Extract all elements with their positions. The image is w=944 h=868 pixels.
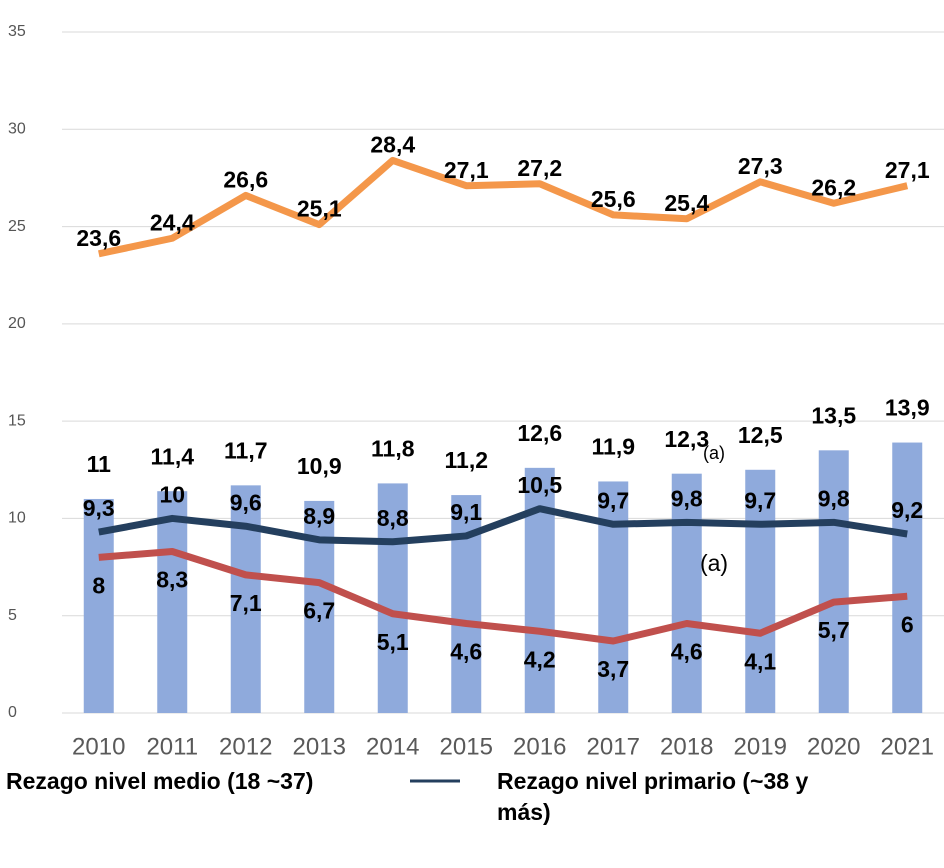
bar xyxy=(451,495,482,713)
data-label: 23,6 xyxy=(76,225,121,251)
data-label: 11 xyxy=(87,451,112,477)
y-tick-label: 30 xyxy=(8,121,26,138)
data-label: 5,1 xyxy=(377,629,409,655)
data-label: 24,4 xyxy=(150,209,195,235)
bar xyxy=(818,450,849,713)
y-tick-label: 35 xyxy=(8,23,26,40)
data-label: 5,7 xyxy=(818,617,850,643)
data-label: 9,8 xyxy=(818,485,850,511)
line xyxy=(98,505,908,546)
data-label: 9,8 xyxy=(671,485,703,511)
x-tick-label: 2018 xyxy=(660,733,713,760)
data-label: 11,7 xyxy=(224,437,268,463)
data-label: 8,8 xyxy=(377,505,409,531)
data-label: 25,1 xyxy=(297,196,342,222)
data-label: 25,4 xyxy=(664,190,709,216)
y-tick-label: 0 xyxy=(8,704,17,721)
x-tick-label: 2010 xyxy=(72,733,125,760)
data-label: 9,3 xyxy=(83,495,115,521)
data-label: 9,6 xyxy=(230,489,262,515)
data-label: 8,3 xyxy=(156,567,188,593)
data-label: 8 xyxy=(92,572,105,598)
bar xyxy=(524,467,555,713)
x-tick-label: 2011 xyxy=(146,733,198,760)
bar xyxy=(892,442,923,713)
data-label: 6,7 xyxy=(303,598,335,624)
x-tick-label: 2014 xyxy=(366,733,419,760)
data-label: 11,8 xyxy=(371,435,415,461)
data-label: 13,5 xyxy=(811,402,856,428)
bar xyxy=(671,473,702,713)
y-tick-label: 5 xyxy=(8,607,17,624)
x-tick-label: 2017 xyxy=(587,733,640,760)
bar xyxy=(157,491,188,713)
data-label: 13,9 xyxy=(885,395,930,421)
legend-label: Rezago nivel primario (~38 y más) xyxy=(497,768,809,825)
x-tick-label: 2012 xyxy=(219,733,272,760)
data-label: 11,2 xyxy=(445,447,489,473)
bar xyxy=(83,498,114,713)
data-label: 6 xyxy=(901,611,914,637)
data-label: 9,1 xyxy=(450,499,482,525)
data-label: 4,6 xyxy=(671,639,703,665)
bar xyxy=(377,483,408,713)
data-label: 26,2 xyxy=(811,174,856,200)
data-label: 3,7 xyxy=(597,656,629,682)
data-label: 4,6 xyxy=(450,639,482,665)
data-label: 10 xyxy=(159,482,185,508)
data-label: 12,5 xyxy=(738,422,783,448)
data-label: 10,9 xyxy=(297,453,342,479)
data-label: 9,2 xyxy=(891,497,923,523)
bar xyxy=(745,469,776,713)
x-tick-label: 2020 xyxy=(807,733,860,760)
data-label: 28,4 xyxy=(370,131,415,157)
data-label: 4,2 xyxy=(524,646,556,672)
y-tick-label: 20 xyxy=(8,315,26,332)
data-label: 7,1 xyxy=(230,590,262,616)
legend-label: Rezago nivel medio (18 ~37) xyxy=(6,768,314,794)
x-tick-label: 2019 xyxy=(734,733,787,760)
data-label: 25,6 xyxy=(591,186,636,212)
annotation: (a) xyxy=(700,550,728,576)
data-label: 11,9 xyxy=(592,434,636,460)
data-label: 27,2 xyxy=(517,155,562,181)
data-label: 12,6 xyxy=(517,420,562,446)
annotation: (a) xyxy=(703,443,725,463)
data-label: 4,1 xyxy=(744,648,776,674)
data-label: 27,1 xyxy=(444,157,489,183)
data-label: 8,9 xyxy=(303,503,335,529)
line xyxy=(98,156,909,258)
y-tick-label: 15 xyxy=(8,412,26,429)
data-label: 9,7 xyxy=(744,487,776,513)
x-tick-label: 2021 xyxy=(881,733,934,760)
data-label: 27,1 xyxy=(885,157,930,183)
data-label: 9,7 xyxy=(597,487,629,513)
data-label: 10,5 xyxy=(517,472,562,498)
line xyxy=(98,548,908,645)
x-tick-label: 2013 xyxy=(293,733,346,760)
y-tick-label: 10 xyxy=(8,510,26,527)
x-tick-label: 2016 xyxy=(513,733,566,760)
data-label: 12,3 xyxy=(664,426,709,452)
data-label: 11,4 xyxy=(151,443,195,469)
data-label: 27,3 xyxy=(738,153,783,179)
data-label: 26,6 xyxy=(223,167,268,193)
y-tick-label: 25 xyxy=(8,218,26,235)
x-tick-label: 2015 xyxy=(440,733,493,760)
